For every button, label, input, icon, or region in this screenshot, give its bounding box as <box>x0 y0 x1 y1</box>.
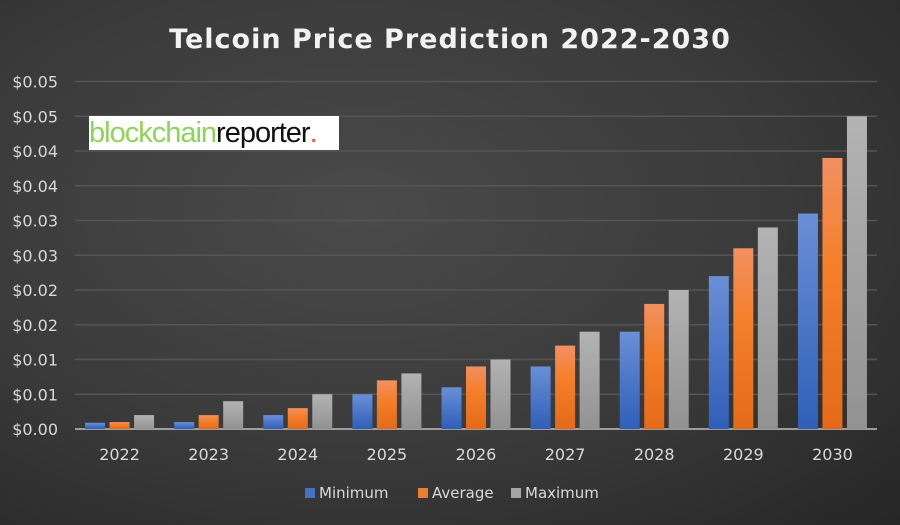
bar-average-2024 <box>287 408 308 429</box>
bar-minimum-2028 <box>619 331 640 429</box>
bar-minimum-2025 <box>352 394 373 429</box>
legend-swatch-minimum <box>305 488 315 498</box>
x-tick-label: 2030 <box>812 445 853 464</box>
y-tick-label: $0.03 <box>12 212 58 231</box>
bar-maximum-2022 <box>134 415 155 429</box>
bar-average-2027 <box>555 345 576 429</box>
bar-minimum-2029 <box>708 276 729 429</box>
x-tick-label: 2027 <box>545 445 586 464</box>
bar-average-2023 <box>198 415 219 429</box>
y-tick-label: $0.05 <box>12 107 58 126</box>
x-tick-label: 2029 <box>723 445 764 464</box>
bar-average-2026 <box>466 366 486 429</box>
legend-label-minimum: Minimum <box>319 484 389 502</box>
legend-swatch-maximum <box>511 488 521 498</box>
bar-minimum-2023 <box>174 422 195 429</box>
bar-minimum-2030 <box>797 213 818 429</box>
bar-average-2025 <box>376 380 397 429</box>
x-tick-label: 2028 <box>634 445 675 464</box>
y-tick-label: $0.02 <box>12 316 58 335</box>
y-tick-label: $0.03 <box>12 246 58 265</box>
bar-maximum-2023 <box>223 401 244 429</box>
bar-maximum-2026 <box>490 359 511 429</box>
bar-maximum-2029 <box>757 227 778 429</box>
x-tick-label: 2025 <box>367 445 408 464</box>
bar-average-2030 <box>822 157 843 429</box>
bar-minimum-2024 <box>263 415 284 429</box>
bar-maximum-2025 <box>401 373 422 429</box>
bar-average-2029 <box>733 248 754 429</box>
chart-title: Telcoin Price Prediction 2022-2030 <box>169 24 731 55</box>
legend-label-maximum: Maximum <box>525 484 599 502</box>
legend-swatch-average <box>418 488 428 498</box>
y-tick-label: $0.01 <box>12 385 58 404</box>
y-tick-label: $0.02 <box>12 281 58 300</box>
bar-minimum-2022 <box>85 422 106 429</box>
y-tick-label: $0.04 <box>12 142 58 161</box>
y-tick-label: $0.05 <box>12 73 58 92</box>
x-tick-label: 2022 <box>99 445 140 464</box>
x-tick-label: 2026 <box>456 445 497 464</box>
legend-label-average: Average <box>432 484 494 502</box>
x-tick-label: 2023 <box>188 445 229 464</box>
y-tick-label: $0.01 <box>12 351 58 370</box>
bar-average-2028 <box>644 303 665 429</box>
bar-maximum-2028 <box>668 290 689 429</box>
bar-maximum-2030 <box>846 116 867 429</box>
bar-minimum-2027 <box>530 366 551 429</box>
blockchainreporter-logo: blockchain reporter. <box>89 116 339 150</box>
y-tick-label: $0.00 <box>12 420 58 439</box>
x-tick-label: 2024 <box>277 445 318 464</box>
y-tick-label: $0.04 <box>12 177 58 196</box>
bar-maximum-2027 <box>579 331 600 429</box>
bar-maximum-2024 <box>312 394 333 429</box>
bar-minimum-2026 <box>441 387 462 429</box>
bar-average-2022 <box>109 422 130 429</box>
